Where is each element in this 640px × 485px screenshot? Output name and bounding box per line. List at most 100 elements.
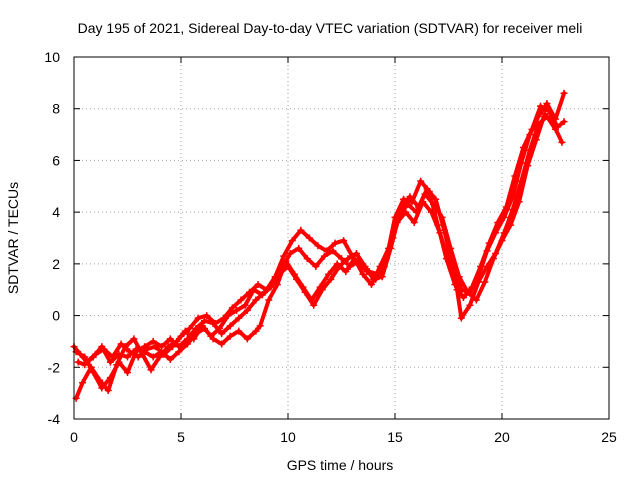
data-point (344, 255, 352, 263)
y-tick-label: 0 (52, 308, 60, 324)
data-point (224, 312, 232, 320)
data-point (329, 247, 337, 255)
data-point (226, 322, 234, 330)
data-point (209, 335, 217, 343)
data-series (70, 89, 568, 402)
data-point (363, 268, 371, 276)
data-point (166, 356, 174, 364)
data-point (427, 208, 435, 216)
data-point (359, 270, 367, 278)
data-point (98, 384, 106, 392)
data-point (175, 343, 183, 351)
data-point (201, 325, 209, 332)
data-point (492, 229, 500, 237)
data-point (355, 257, 363, 265)
data-point (466, 301, 474, 309)
data-point (106, 374, 114, 382)
data-point (209, 319, 217, 327)
data-point (74, 358, 82, 366)
data-point (201, 317, 209, 325)
data-point (333, 260, 341, 268)
data-point (402, 208, 410, 216)
y-tick-label: 2 (52, 256, 60, 272)
data-point (121, 343, 129, 351)
data-point (500, 229, 508, 237)
data-point (558, 138, 566, 146)
data-point (186, 325, 194, 332)
data-point (406, 193, 414, 201)
data-point (432, 195, 440, 203)
data-point (509, 193, 517, 201)
data-point (509, 206, 517, 214)
data-point (288, 237, 296, 245)
data-point (517, 159, 525, 167)
data-point (181, 327, 189, 335)
data-point (440, 226, 448, 234)
data-point (98, 343, 106, 351)
data-point (457, 314, 465, 322)
data-point (397, 206, 405, 214)
data-point (273, 281, 281, 289)
x-tick-label: 5 (177, 429, 185, 445)
data-point (299, 283, 307, 291)
data-point (338, 255, 345, 263)
data-point (237, 296, 245, 304)
data-point (312, 262, 320, 270)
data-point (218, 330, 226, 338)
data-point (286, 250, 294, 258)
data-point (295, 244, 303, 252)
data-point (252, 327, 260, 335)
data-point (166, 335, 174, 343)
data-point (297, 226, 305, 234)
data-point (472, 296, 480, 304)
data-point (243, 306, 251, 314)
data-point (241, 301, 249, 309)
chart-title: Day 195 of 2021, Sidereal Day-to-day VTE… (78, 20, 583, 36)
data-point (235, 327, 243, 335)
data-point (147, 366, 155, 374)
series-line (74, 91, 567, 390)
data-point (280, 252, 288, 260)
data-point (115, 350, 123, 358)
data-point (483, 247, 491, 255)
series-line (74, 111, 564, 401)
data-point (380, 262, 388, 270)
data-point (417, 177, 425, 185)
data-point (278, 265, 286, 273)
data-point (269, 278, 277, 286)
data-point (81, 353, 89, 361)
data-point (228, 304, 236, 312)
data-point (256, 322, 264, 330)
data-point (194, 314, 202, 322)
data-point (483, 262, 491, 270)
data-point (517, 177, 525, 185)
data-point (117, 340, 125, 348)
y-tick-label: 4 (52, 204, 60, 220)
y-tick-label: 10 (44, 49, 60, 65)
series-track-3 (74, 112, 559, 369)
plot-frame (73, 56, 610, 420)
data-point (130, 335, 138, 343)
data-point (466, 288, 474, 296)
data-point (367, 281, 375, 289)
y-tick-label: -2 (48, 359, 61, 375)
data-point (436, 229, 444, 237)
data-point (560, 89, 568, 97)
x-tick-label: 15 (387, 429, 403, 445)
data-point (183, 335, 191, 343)
data-point (226, 332, 234, 340)
data-point (158, 343, 166, 351)
data-point (310, 301, 318, 309)
data-point (543, 100, 551, 108)
data-point (252, 296, 260, 304)
data-point (305, 234, 313, 242)
data-point (106, 358, 114, 366)
data-point (203, 312, 211, 320)
data-point (124, 368, 131, 376)
data-point (500, 213, 508, 221)
data-point (415, 203, 423, 211)
data-point (560, 118, 568, 126)
data-point (350, 255, 358, 263)
data-point (457, 286, 465, 294)
